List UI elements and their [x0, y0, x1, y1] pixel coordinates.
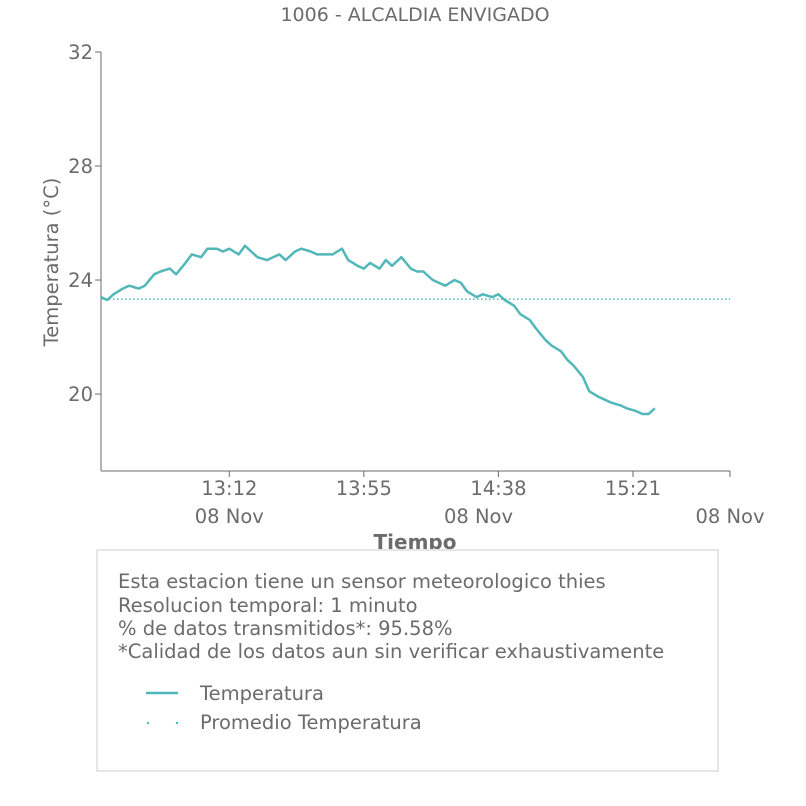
legend-dotted-line-icon: [146, 721, 179, 725]
x-date-label: 08 Nov: [695, 505, 764, 528]
info-transmission-line: % de datos transmitidos*: 95.58%: [118, 617, 453, 640]
x-ticks: 13:12 13:55 14:38 15:21 08 Nov 08 Nov 08 Nov: [195, 471, 765, 528]
info-quality-line: *Calidad de los datos aun sin verificar …: [118, 640, 665, 663]
y-tick-label: 20: [68, 383, 93, 406]
info-sensor-line: Esta estacion tiene un sensor meteorolog…: [118, 570, 606, 593]
x-tick-label: 13:55: [336, 477, 392, 500]
temperature-chart: 1006 - ALCALDIA ENVIGADO Temperatura (°C…: [40, 4, 765, 554]
legend-label: Promedio Temperatura: [200, 711, 422, 734]
y-tick-label: 28: [68, 155, 93, 178]
temperature-series-line: [100, 244, 656, 416]
x-date-label: 08 Nov: [195, 505, 264, 528]
x-date-label: 08 Nov: [444, 505, 513, 528]
info-box: Esta estacion tiene un sensor meteorolog…: [96, 549, 719, 772]
info-resolution-line: Resolucion temporal: 1 minuto: [118, 594, 418, 617]
x-tick-label: 15:21: [605, 477, 661, 500]
series-group: [100, 244, 730, 416]
chart-title: 1006 - ALCALDIA ENVIGADO: [280, 4, 549, 26]
legend-solid-line-icon: [146, 691, 178, 695]
x-tick-label: 14:38: [470, 477, 526, 500]
y-tick-label: 32: [68, 41, 93, 64]
y-ticks: 20 24 28 32: [68, 41, 101, 406]
y-axis-label: Temperatura (°C): [40, 178, 63, 348]
axes: [100, 52, 730, 472]
x-tick-label: 13:12: [201, 477, 257, 500]
y-tick-label: 24: [68, 269, 93, 292]
legend-label: Temperatura: [200, 682, 324, 705]
